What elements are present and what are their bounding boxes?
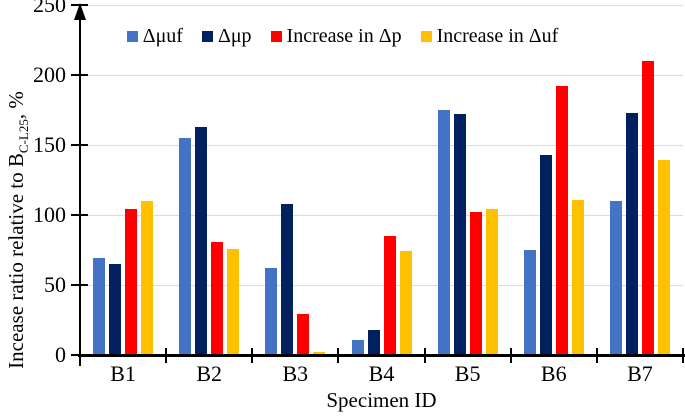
x-tick-2 [251,348,254,363]
legend-label: Δμuf [142,25,183,47]
y-tick-label-100: 100 [33,202,66,227]
legend-item-1: Δμuf [126,25,183,47]
bar-Δμp-B5 [453,114,466,355]
legend-swatch-icon [126,30,138,42]
legend-swatch-icon [270,30,282,42]
gridline-150 [80,145,683,146]
y-tick-label-0: 0 [55,342,66,367]
bar-Increase in Δp-B3 [297,314,310,355]
bar-Δμuf-B5 [437,110,450,355]
legend-item-3: Increase in Δp [270,25,402,47]
legend-swatch-icon [201,30,213,42]
bar-Δμp-B2 [195,126,208,355]
legend-label: Δμp [217,25,252,47]
y-tick-50 [71,284,88,286]
y-axis-line [79,5,81,366]
y-tick-label-50: 50 [44,272,66,297]
bar-Increase in Δuf-B4 [399,251,412,355]
bar-Δμp-B4 [367,329,380,355]
bar-Δμuf-B6 [523,250,536,355]
y-tick-label-200: 200 [33,62,66,87]
legend: Δμuf Δμp Increase in Δp Increase in Δuf [0,26,685,46]
bar-Increase in Δuf-B2 [227,248,240,355]
bar-Increase in Δuf-B3 [313,352,326,355]
bar-Δμp-B7 [625,112,638,355]
y-tick-label-150: 150 [33,132,66,157]
bar-Δμp-B6 [539,154,552,355]
legend-label: Increase in Δp [286,25,402,47]
legend-item-2: Δμp [201,25,252,47]
category-label-B5: B5 [454,361,481,386]
plot-area [80,5,683,355]
bar-Δμuf-B4 [351,339,364,355]
bar-Increase in Δuf-B7 [657,160,670,355]
x-tick-3 [337,348,340,363]
y-tick-250 [71,4,88,6]
legend-item-4: Increase in Δuf [420,25,559,47]
bar-Increase in Δp-B6 [555,86,568,355]
category-label-B7: B7 [627,361,653,386]
x-axis-line [78,354,685,357]
bar-Increase in Δuf-B5 [485,209,498,355]
y-axis-title-suffix: , % [4,91,28,120]
bar-Δμuf-B7 [609,201,622,355]
y-tick-label-250: 250 [33,0,66,17]
x-tick-4 [423,348,426,363]
y-axis-title-prefix: Incease ratio relative to B [4,153,28,369]
bar-Δμuf-B2 [179,138,192,355]
x-axis-title: Specimen ID [326,388,437,412]
y-axis-title-subscript: C-L25 [16,119,32,154]
bar-Increase in Δp-B5 [469,212,482,355]
y-tick-200 [71,74,88,76]
category-label-B6: B6 [540,361,567,386]
category-label-B4: B4 [368,361,395,386]
bar-Increase in Δuf-B1 [141,201,154,355]
bar-Δμuf-B1 [93,258,106,355]
bar-Increase in Δp-B4 [383,236,396,355]
x-tick-6 [595,348,598,363]
legend-label: Increase in Δuf [436,25,559,47]
gridline-200 [80,75,683,76]
category-label-B1: B1 [110,361,136,386]
bar-Increase in Δp-B1 [125,209,138,355]
category-label-B3: B3 [282,361,309,386]
bar-Δμp-B3 [281,203,294,355]
bar-Increase in Δuf-B6 [571,199,584,355]
x-tick-5 [509,348,512,363]
gridline-100 [80,215,683,216]
y-tick-100 [71,214,88,216]
gridline-50 [80,285,683,286]
bar-Δμuf-B3 [265,268,278,355]
y-axis-title: Incease ratio relative to BC-L25, % [4,91,31,369]
x-tick-1 [165,348,168,363]
y-axis-arrow-icon [74,3,86,20]
x-tick-7 [682,348,684,363]
bar-Δμp-B1 [109,264,122,355]
y-tick-150 [71,144,88,146]
gridline-250 [80,5,683,6]
x-tick-0 [79,348,81,363]
bar-Increase in Δp-B2 [211,241,224,355]
bar-Increase in Δp-B7 [641,61,654,355]
category-label-B2: B2 [196,361,223,386]
legend-swatch-icon [420,30,432,42]
